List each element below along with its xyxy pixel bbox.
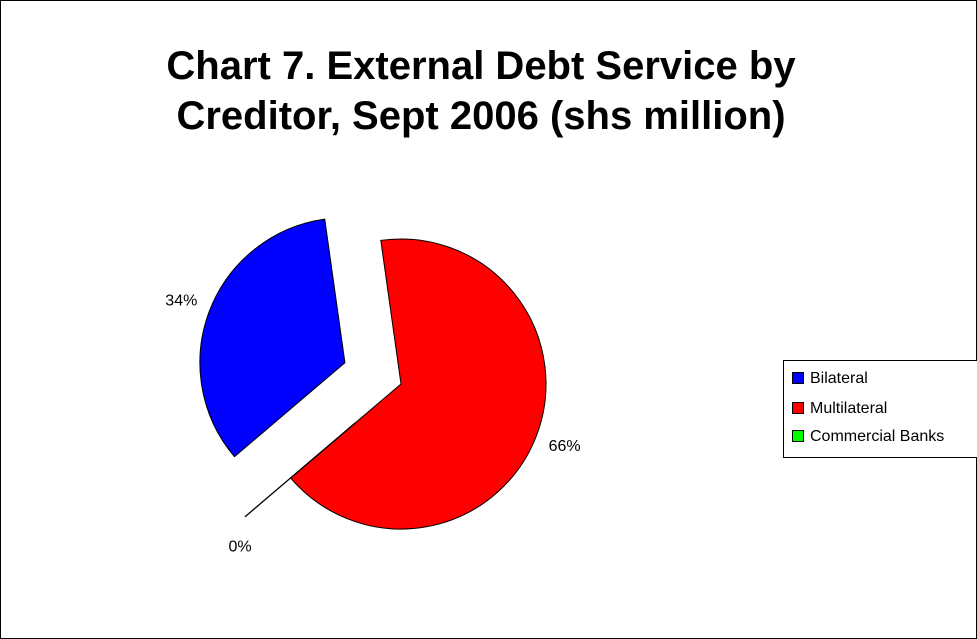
chart-title-line-1: Chart 7. External Debt Service by: [166, 44, 796, 88]
legend-swatch-bilateral: [792, 372, 804, 384]
pie-slice-commercial-banks: [244, 422, 356, 518]
legend-swatch-multilateral: [792, 402, 804, 414]
pie-slice-bilateral: [199, 218, 346, 458]
legend-swatch-commercial-banks: [792, 430, 804, 442]
pie-label-commercial-banks: 0%: [228, 538, 251, 555]
pie-slice-multilateral: [289, 238, 547, 530]
chart-title-line-2: Creditor, Sept 2006 (shs million): [176, 94, 786, 138]
chart-title: Chart 7. External Debt Service by Credit…: [1, 41, 961, 141]
pie-label-bilateral: 34%: [165, 293, 197, 310]
legend-label-commercial-banks: Commercial Banks: [810, 428, 945, 445]
chart-legend: Bilateral Multilateral Commercial Banks: [783, 360, 977, 458]
legend-label-bilateral: Bilateral: [810, 370, 868, 387]
legend-label-multilateral: Multilateral: [810, 400, 888, 417]
legend-item-multilateral: Multilateral: [792, 399, 887, 419]
pie-label-multilateral: 66%: [549, 438, 581, 455]
legend-item-commercial-banks: Commercial Banks: [792, 427, 944, 447]
legend-item-bilateral: Bilateral: [792, 369, 868, 389]
